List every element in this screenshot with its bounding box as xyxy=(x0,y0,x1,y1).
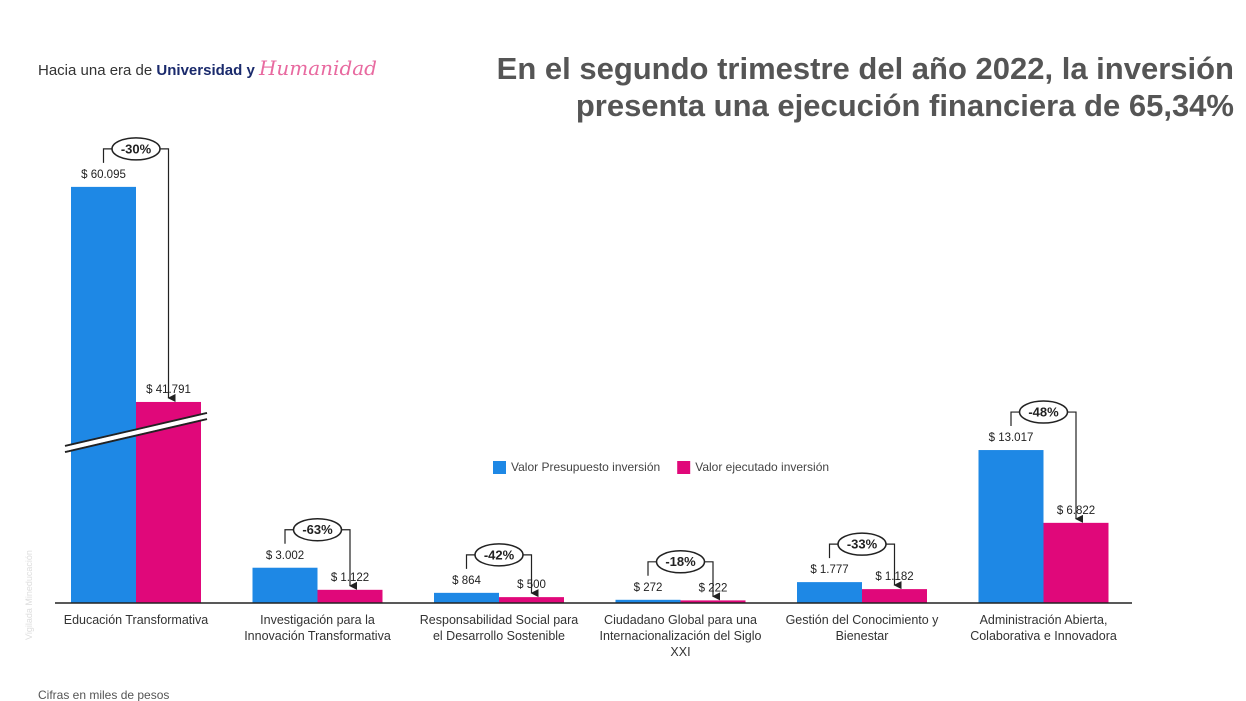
x-tick-label: Investigación para la Innovación Transfo… xyxy=(244,613,391,643)
bar xyxy=(862,589,927,603)
x-tick-label: Gestión del Conocimiento y Bienestar xyxy=(785,613,939,643)
value-label: $ 272 xyxy=(634,582,663,594)
bar xyxy=(978,450,1044,603)
bar xyxy=(71,186,136,604)
change-label: -48% xyxy=(1028,404,1059,419)
note: Cifras en miles de pesos xyxy=(38,688,170,701)
slogan: Hacia una era de xyxy=(38,62,153,79)
axis-break xyxy=(64,412,208,453)
value-label: $ 864 xyxy=(452,575,481,587)
bar xyxy=(797,582,862,603)
value-label: $ 1.777 xyxy=(810,564,848,576)
legend-label: Valor Presupuesto inversión xyxy=(511,460,660,474)
slogan-bold: Universidad y xyxy=(156,62,255,79)
change-label: -33% xyxy=(847,537,878,552)
bar xyxy=(615,599,681,603)
bar xyxy=(1043,522,1109,603)
bar xyxy=(680,600,746,603)
value-label: $ 60.095 xyxy=(81,169,126,181)
change-oval xyxy=(474,543,524,567)
legend-label: Valor ejecutado inversión xyxy=(695,460,829,474)
change-label: -63% xyxy=(302,522,333,537)
legend-swatch xyxy=(493,461,506,474)
slogan-script: Humanidad xyxy=(258,56,377,80)
legend-swatch xyxy=(677,461,691,474)
change-oval xyxy=(837,532,887,556)
value-label: $ 13.017 xyxy=(989,432,1034,444)
x-tick-label: Ciudadano Global para una Internacionali… xyxy=(599,613,762,659)
change-label: -42% xyxy=(484,547,515,562)
x-tick-label: Responsabilidad Social para el Desarroll… xyxy=(419,613,579,643)
x-tick-label: Educación Transformativa xyxy=(63,613,209,627)
change-oval xyxy=(292,517,343,542)
bar xyxy=(317,589,383,603)
x-tick-label: Administración Abierta, Colaborativa e I… xyxy=(970,613,1117,643)
chart-title: En el segundo trimestre del año 2022, la… xyxy=(496,51,1234,123)
change-oval xyxy=(655,550,706,574)
change-oval xyxy=(1018,400,1069,424)
change-oval xyxy=(111,137,161,161)
axis-break-gap xyxy=(64,414,208,451)
bar xyxy=(136,401,201,603)
bar xyxy=(252,567,318,603)
bar xyxy=(499,597,564,603)
value-label: $ 3.002 xyxy=(266,550,304,562)
change-label: -30% xyxy=(121,141,152,156)
change-label: -18% xyxy=(665,554,696,569)
bar xyxy=(434,592,499,603)
logo: Hacia una era de Universidad y Humanidad xyxy=(38,56,377,80)
